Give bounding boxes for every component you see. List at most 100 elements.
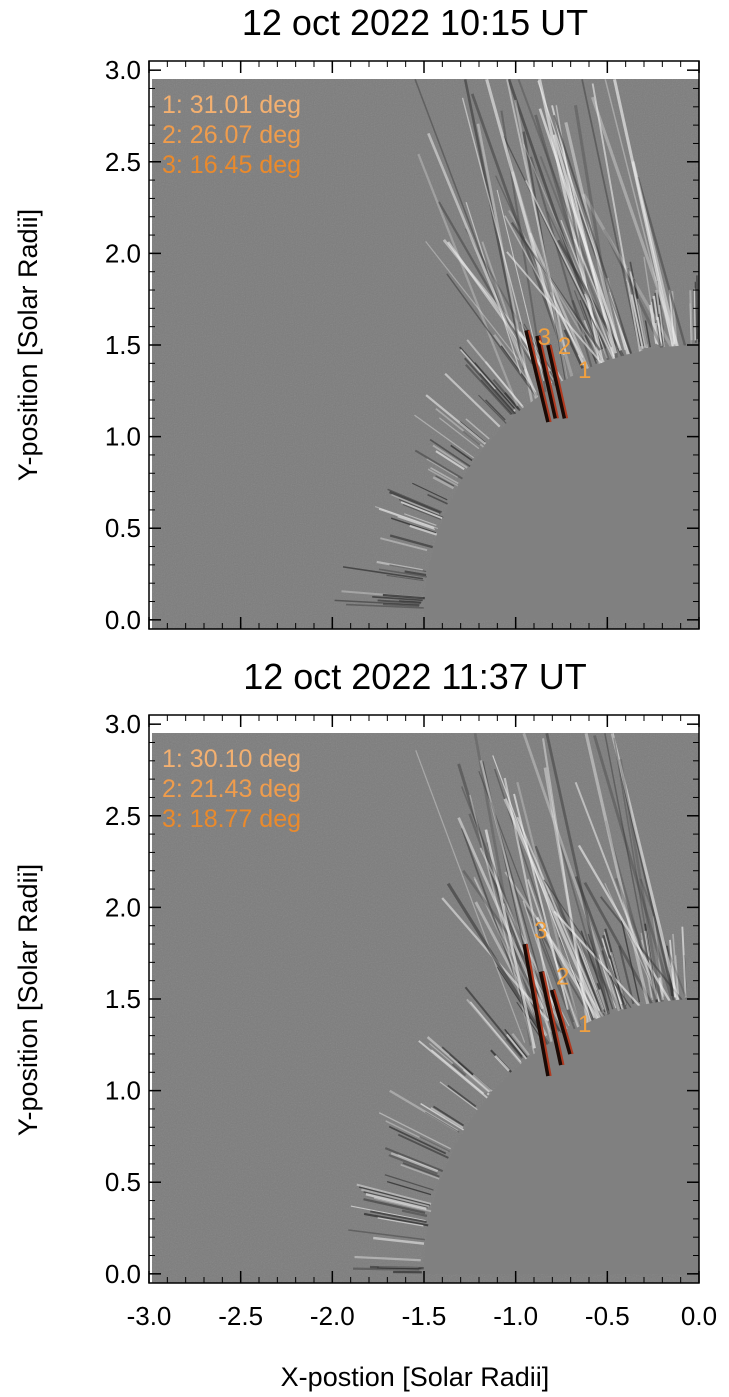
panel-top: 12 oct 2022 10:15 UT 123 1: 31.01 deg 2:… (13, 2, 700, 649)
limb-ray (430, 1107, 464, 1129)
streamer-ray (593, 735, 683, 1031)
loop-markers: 123 (534, 918, 591, 1038)
streamer-ray (503, 798, 612, 1043)
limb-ray (361, 1188, 429, 1208)
limb-ray (578, 940, 605, 1010)
limb-ray (480, 379, 513, 415)
plot-bottom-mask (148, 1283, 700, 1303)
streamer-ray (496, 189, 545, 382)
streamer-ray (463, 79, 526, 370)
streamer-ray (522, 131, 572, 404)
streamer-ray (639, 878, 695, 1018)
limb-ray (373, 1236, 425, 1245)
loop-markers: 123 (538, 324, 592, 384)
limb-ray (353, 1267, 420, 1271)
streamer-ray (614, 877, 669, 1014)
limb-ray (384, 1147, 444, 1173)
limb-ray (430, 466, 459, 485)
streamer-ray (457, 763, 541, 1029)
streamer-ray (516, 781, 582, 1033)
streamer-ray (493, 768, 582, 1029)
y-axis-label: Y-position [Solar Radii] (13, 209, 43, 481)
limb-ray (404, 513, 437, 526)
loop-label: 1 (578, 1011, 591, 1038)
y-tick-label: 2.5 (105, 801, 141, 831)
limb-ray (432, 1105, 465, 1127)
streamer-ray (543, 767, 593, 1034)
limb-ray (563, 329, 584, 369)
streamer-ray (465, 201, 522, 374)
y-tick-label: 1.0 (105, 422, 141, 452)
limb-ray (382, 603, 420, 607)
limb-ray (370, 1210, 427, 1223)
angle-annotation-1: 1: 31.01 deg (162, 91, 301, 119)
limb-ray (681, 926, 687, 998)
limb-ray (398, 499, 444, 518)
y-axis: 0.0 0.5 1.0 1.5 2.0 2.5 3.0 (105, 709, 699, 1289)
limb-ray (439, 1081, 478, 1111)
streamer-ray (522, 732, 629, 1036)
x-tick-label: -2.5 (218, 1301, 263, 1331)
limb-ray (431, 1049, 485, 1095)
limb-ray (426, 1036, 491, 1093)
limb-ray (464, 986, 523, 1058)
limb-ray (399, 600, 422, 603)
limb-ray (444, 372, 501, 428)
limb-ray (378, 507, 435, 529)
limb-ray (466, 998, 522, 1065)
streamer-ray (503, 777, 554, 1009)
limb-ray (450, 444, 473, 462)
y-tick-label: 0.5 (105, 513, 141, 543)
streamer-ray (506, 251, 605, 367)
limb-ray (658, 313, 664, 347)
streamer-ray (537, 80, 634, 367)
limb-ray (465, 1074, 490, 1096)
limb-ray (419, 1136, 450, 1153)
limb-ray (377, 1267, 422, 1270)
limb-ray (369, 1265, 424, 1270)
limb-ray (400, 1164, 440, 1180)
limb-ray (427, 493, 448, 505)
x-tick-label: -1.5 (402, 1301, 447, 1331)
limb-ray (391, 493, 440, 515)
limb-ray (447, 1084, 477, 1108)
limb-ray (348, 1229, 426, 1241)
loop-red (542, 971, 565, 1066)
streamer-ray (584, 732, 653, 1018)
x-axis-ticks (148, 61, 700, 629)
limb-ray (373, 1197, 432, 1213)
streamer-ray (604, 733, 661, 1022)
loop-dark (535, 335, 559, 419)
limb-ray (372, 595, 423, 602)
limb-ray (472, 1073, 493, 1093)
limb-ray (389, 564, 427, 573)
limb-ray (466, 339, 525, 409)
limb-ray (397, 1133, 449, 1159)
y-axis-label: Y-position [Solar Radii] (13, 864, 43, 1136)
loop-label: 2 (558, 333, 571, 360)
streamer-ray (425, 241, 520, 361)
limb-ray (377, 1217, 424, 1227)
streamer-ray (516, 816, 601, 1012)
limb-ray (414, 414, 475, 459)
limb-ray (689, 290, 693, 341)
streamer-ray (604, 820, 660, 1014)
limb-ray (388, 1154, 438, 1175)
loop-red (527, 330, 552, 423)
loop-red (538, 335, 559, 419)
loops (522, 943, 574, 1077)
limb-ray (620, 920, 641, 1003)
limb-ray (656, 280, 666, 342)
streamer-ray (504, 215, 584, 358)
loop-dark (524, 329, 552, 423)
limb-ray (363, 1212, 429, 1227)
limb-ray (492, 379, 520, 410)
streamer-ray (484, 829, 536, 1049)
y-tick-label: 0.0 (105, 1259, 141, 1289)
limb-ray (432, 476, 455, 490)
limb-ray (426, 458, 459, 478)
x-axis-label: X-postion [Solar Radii] (281, 1362, 550, 1392)
limb-ray (380, 537, 428, 552)
limb-ray (604, 928, 628, 1006)
x-axis: -3.0 -2.5 -2.0 -1.5 -1.0 -0.5 0.0 (127, 715, 717, 1331)
